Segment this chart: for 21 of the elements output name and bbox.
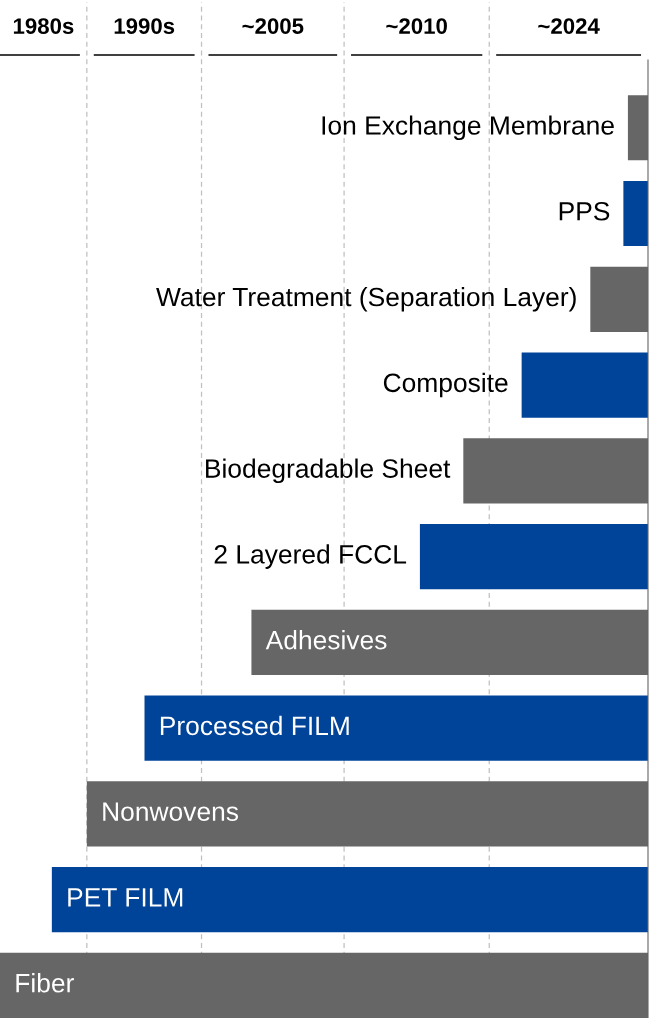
bar bbox=[623, 180, 648, 247]
text: ~2010 bbox=[386, 18, 447, 34]
y-tick-label: Biodegradable Sheet bbox=[206, 458, 451, 484]
text: 1980s bbox=[13, 18, 74, 34]
y-tick-label: Nonwovens bbox=[103, 802, 239, 821]
y-tick-label: Composite bbox=[383, 372, 508, 398]
bar bbox=[521, 352, 648, 418]
bar bbox=[51, 867, 648, 933]
y-tick-label: Fiber bbox=[16, 973, 74, 993]
y-tick-label: Adhesives bbox=[265, 630, 387, 650]
y-tick-label: Ion Exchange Membrane bbox=[322, 115, 614, 141]
y-tick-label: Processed FILM bbox=[160, 715, 349, 736]
y-tick-label: PPS bbox=[559, 201, 610, 221]
y-tick-label: 2 Layered FCCL bbox=[214, 544, 407, 569]
bar bbox=[419, 523, 648, 590]
text: ~2024 bbox=[538, 18, 600, 34]
y-tick-label: Water Treatment (Separation Layer) bbox=[156, 286, 576, 312]
bar bbox=[144, 695, 648, 761]
text: ~2005 bbox=[242, 18, 304, 34]
y-tick-label: PET FILM bbox=[68, 888, 183, 907]
text: 1990s bbox=[114, 18, 175, 34]
